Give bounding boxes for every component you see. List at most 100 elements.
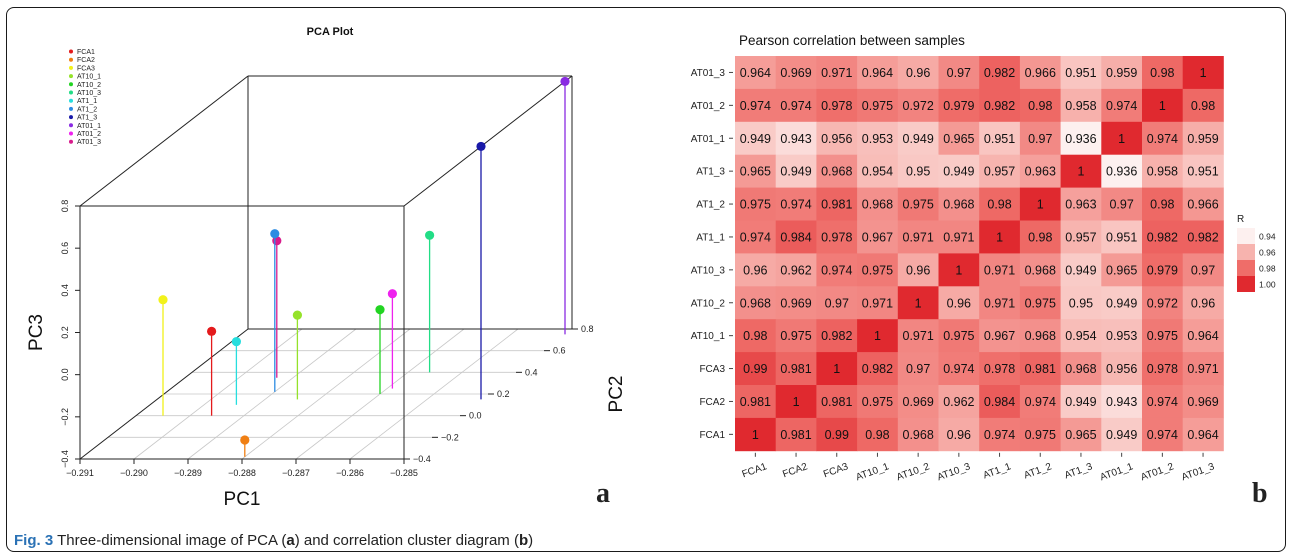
heatmap-cell xyxy=(857,286,899,320)
y-tick-label: 0.4 xyxy=(525,367,538,377)
heatmap-cell-value: 0.98 xyxy=(1028,99,1052,113)
heatmap-cell-value: 0.95 xyxy=(906,165,930,179)
heatmap-cell-value: 0.969 xyxy=(903,395,934,409)
legend-marker-at1_2 xyxy=(69,106,73,111)
legend-label-at10_1: AT10_1 xyxy=(77,74,101,81)
heatmap-cell-value: 0.972 xyxy=(1147,296,1178,310)
heatmap-cell xyxy=(979,286,1021,320)
heatmap-cell xyxy=(857,417,899,452)
heatmap-cell-value: 0.974 xyxy=(740,99,771,113)
heatmap-cell xyxy=(897,121,939,156)
heatmap-cell-value: 0.966 xyxy=(1025,66,1056,80)
z-tick-label: 0.0 xyxy=(60,368,70,381)
heatmap-cell xyxy=(816,319,858,353)
heatmap-cell xyxy=(735,187,777,221)
heatmap-cell xyxy=(938,154,980,188)
heatmap-cell-value: 0.965 xyxy=(740,165,771,179)
heatmap-cell-value: 0.971 xyxy=(943,230,974,244)
heatmap-cell xyxy=(1101,187,1143,221)
legend-marker-fca3 xyxy=(69,65,73,70)
heatmap-cell-value: 0.95 xyxy=(1069,296,1093,310)
legend-label-at1_1: AT1_1 xyxy=(77,98,97,105)
heatmap-cell-value: 0.972 xyxy=(903,99,934,113)
heatmap-cell-value: 0.975 xyxy=(1147,329,1178,343)
heatmap-cell-value: 0.978 xyxy=(821,230,852,244)
legend-label-fca1: FCA1 xyxy=(77,49,95,56)
x-tick-label: −0.289 xyxy=(174,468,202,478)
heatmap-cell-value: 0.971 xyxy=(821,66,852,80)
heatmap-cell-value: 0.968 xyxy=(1065,362,1096,376)
data-point-at10_2 xyxy=(375,305,385,315)
data-point-at10_3 xyxy=(425,230,435,240)
heatmap-cell-value: 1 xyxy=(1159,99,1166,113)
heatmap-cell xyxy=(1101,121,1143,156)
heatmap-cell-value: 1 xyxy=(955,263,962,277)
heatmap-cell-value: 0.974 xyxy=(1147,132,1178,146)
heatmap-cell xyxy=(1019,154,1061,188)
heatmap-cell-value: 0.936 xyxy=(1106,165,1137,179)
heatmap-cell xyxy=(1060,88,1102,123)
heatmap-cell xyxy=(816,154,858,188)
heatmap-cell-value: 0.969 xyxy=(1187,395,1218,409)
legend-label-at01_3: AT01_3 xyxy=(77,139,101,146)
figure-caption: Fig. 3 Three-dimensional image of PCA (a… xyxy=(14,532,533,549)
legend-label: 0.98 xyxy=(1259,264,1276,274)
heatmap-cell-value: 0.951 xyxy=(1065,66,1096,80)
heatmap-cell-value: 0.975 xyxy=(1025,428,1056,442)
heatmap-cell-value: 0.96 xyxy=(1191,296,1215,310)
heatmap-cell-value: 0.981 xyxy=(740,395,771,409)
heatmap-cell-value: 0.975 xyxy=(943,329,974,343)
heatmap-cell-value: 0.974 xyxy=(984,428,1015,442)
heatmap-cell-value: 0.951 xyxy=(1187,165,1218,179)
y-tick-label: 0.6 xyxy=(553,346,566,356)
caption-text-1: Three-dimensional image of PCA ( xyxy=(57,532,287,549)
heatmap-cell-value: 0.957 xyxy=(1065,230,1096,244)
heatmap-cell xyxy=(1019,286,1061,320)
heatmap-cell xyxy=(979,154,1021,188)
heatmap-cell-value: 0.968 xyxy=(1025,329,1056,343)
heatmap-cell xyxy=(897,417,939,452)
box-edge xyxy=(403,75,573,207)
heatmap-cell xyxy=(775,154,817,188)
heatmap-cell-value: 0.974 xyxy=(1147,395,1178,409)
heatmap-cell-value: 0.964 xyxy=(862,66,893,80)
heatmap-cell xyxy=(979,56,1021,90)
x-axis-title: PC1 xyxy=(224,489,261,510)
heatmap-cell-value: 0.959 xyxy=(1106,66,1137,80)
heatmap-cell-value: 0.982 xyxy=(984,66,1015,80)
heatmap-cell xyxy=(938,88,980,123)
heatmap-row-label: AT01_1 xyxy=(691,134,726,145)
heatmap-cell-value: 0.969 xyxy=(780,296,811,310)
heatmap-cell xyxy=(775,121,817,156)
legend-marker-at10_3 xyxy=(69,90,73,95)
heatmap-cell-value: 0.971 xyxy=(862,296,893,310)
heatmap-cell-value: 0.97 xyxy=(1028,132,1052,146)
legend-label: 0.94 xyxy=(1259,232,1276,242)
heatmap-cell-value: 0.936 xyxy=(1065,132,1096,146)
heatmap-cell-value: 0.949 xyxy=(1065,395,1096,409)
heatmap-row-label: AT1_3 xyxy=(696,167,725,178)
heatmap-cell xyxy=(775,319,817,353)
data-point-at1_2 xyxy=(270,229,280,239)
heatmap-cell xyxy=(735,56,777,90)
heatmap-cell xyxy=(775,88,817,123)
heatmap-cell xyxy=(735,385,777,419)
heatmap-cell xyxy=(857,319,899,353)
heatmap-cell-value: 0.971 xyxy=(903,329,934,343)
panel-label-a: a xyxy=(596,478,610,509)
heatmap-cell xyxy=(1019,187,1061,221)
heatmap-cell xyxy=(1142,88,1184,123)
caption-text-3: ) xyxy=(528,532,534,549)
heatmap-column-label: AT10_3 xyxy=(936,461,972,483)
heatmap-cell-value: 0.964 xyxy=(1187,329,1218,343)
heatmap-cell-value: 1 xyxy=(1118,132,1125,146)
heatmap-cell xyxy=(979,220,1021,254)
heatmap-cell xyxy=(979,253,1021,287)
heatmap-cell-value: 0.98 xyxy=(1191,99,1215,113)
heatmap-cell-value: 0.962 xyxy=(943,395,974,409)
heatmap-column-label: AT1_3 xyxy=(1063,461,1094,481)
heatmap-cell xyxy=(775,187,817,221)
y-tick-label: 0.2 xyxy=(497,389,510,399)
y-tick-label: −0.2 xyxy=(441,432,459,442)
heatmap-cell-value: 0.949 xyxy=(740,132,771,146)
